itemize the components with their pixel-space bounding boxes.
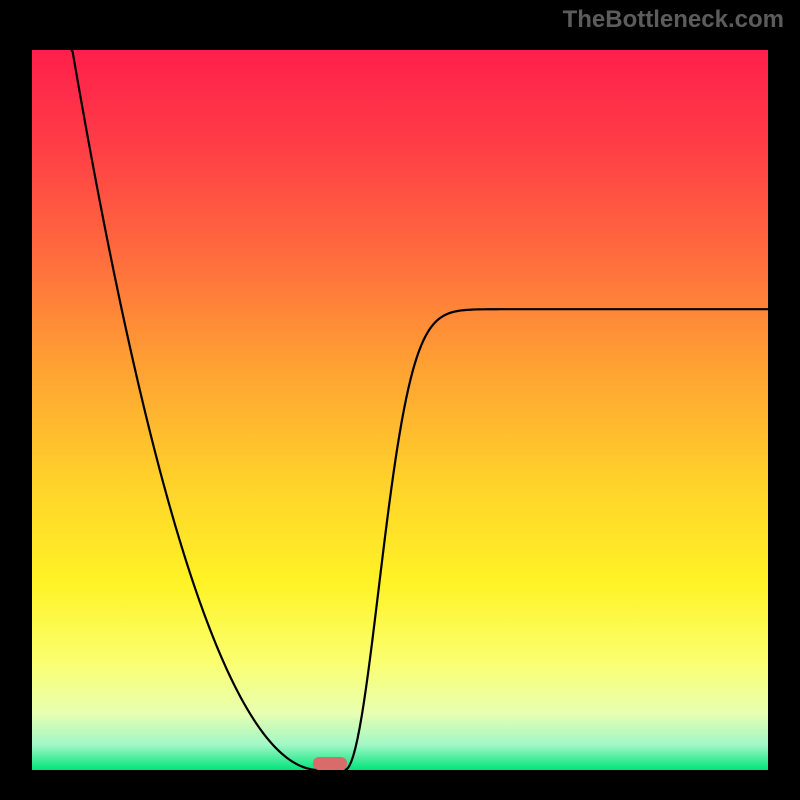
bottleneck-curves xyxy=(32,50,768,770)
plot-area xyxy=(32,50,768,770)
optimal-marker xyxy=(313,757,347,769)
right-curve xyxy=(345,309,768,770)
watermark-text: TheBottleneck.com xyxy=(563,6,784,34)
left-curve xyxy=(71,50,319,770)
chart-frame: TheBottleneck.com xyxy=(0,0,800,800)
